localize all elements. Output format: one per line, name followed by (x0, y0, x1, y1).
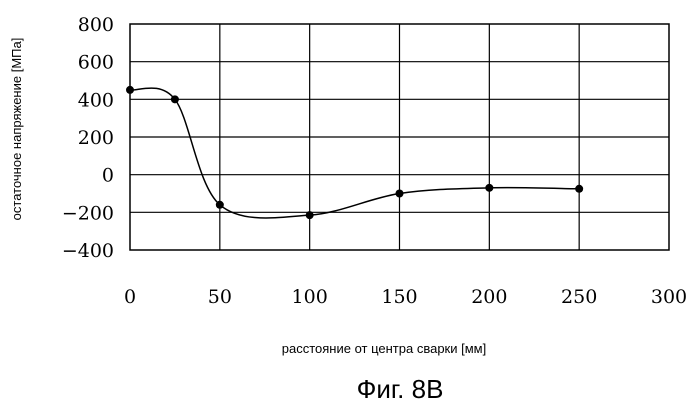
y-tick-label: 0 (102, 165, 114, 187)
figure-caption: Фиг. 8B (357, 374, 444, 404)
series-line (130, 88, 579, 218)
x-tick-label: 250 (561, 286, 597, 308)
data-point (216, 201, 224, 209)
y-tick-label: 600 (78, 52, 114, 74)
x-tick-label: 150 (381, 286, 417, 308)
x-tick-labels: 0 50 100 150 200 250 300 (124, 286, 687, 308)
y-tick-labels: 800 600 400 200 0 −200 −400 (62, 14, 114, 262)
data-point (396, 190, 404, 198)
x-tick-label: 50 (208, 286, 232, 308)
y-tick-label: −400 (62, 240, 114, 262)
data-point (171, 95, 179, 103)
x-axis-label: расстояние от центра сварки [мм] (282, 341, 486, 356)
x-tick-label: 300 (651, 286, 687, 308)
y-axis-label: остаточное напряжение [МПа] (9, 38, 24, 221)
data-point (575, 185, 583, 193)
data-point (306, 211, 314, 219)
x-tick-label: 200 (471, 286, 507, 308)
y-tick-label: 800 (78, 14, 114, 36)
data-point (485, 184, 493, 192)
y-tick-label: −200 (62, 202, 114, 224)
x-tick-label: 0 (124, 286, 136, 308)
data-point (126, 86, 134, 94)
y-tick-label: 400 (78, 89, 114, 111)
y-tick-label: 200 (78, 127, 114, 149)
grid (130, 24, 669, 250)
x-tick-label: 100 (292, 286, 328, 308)
